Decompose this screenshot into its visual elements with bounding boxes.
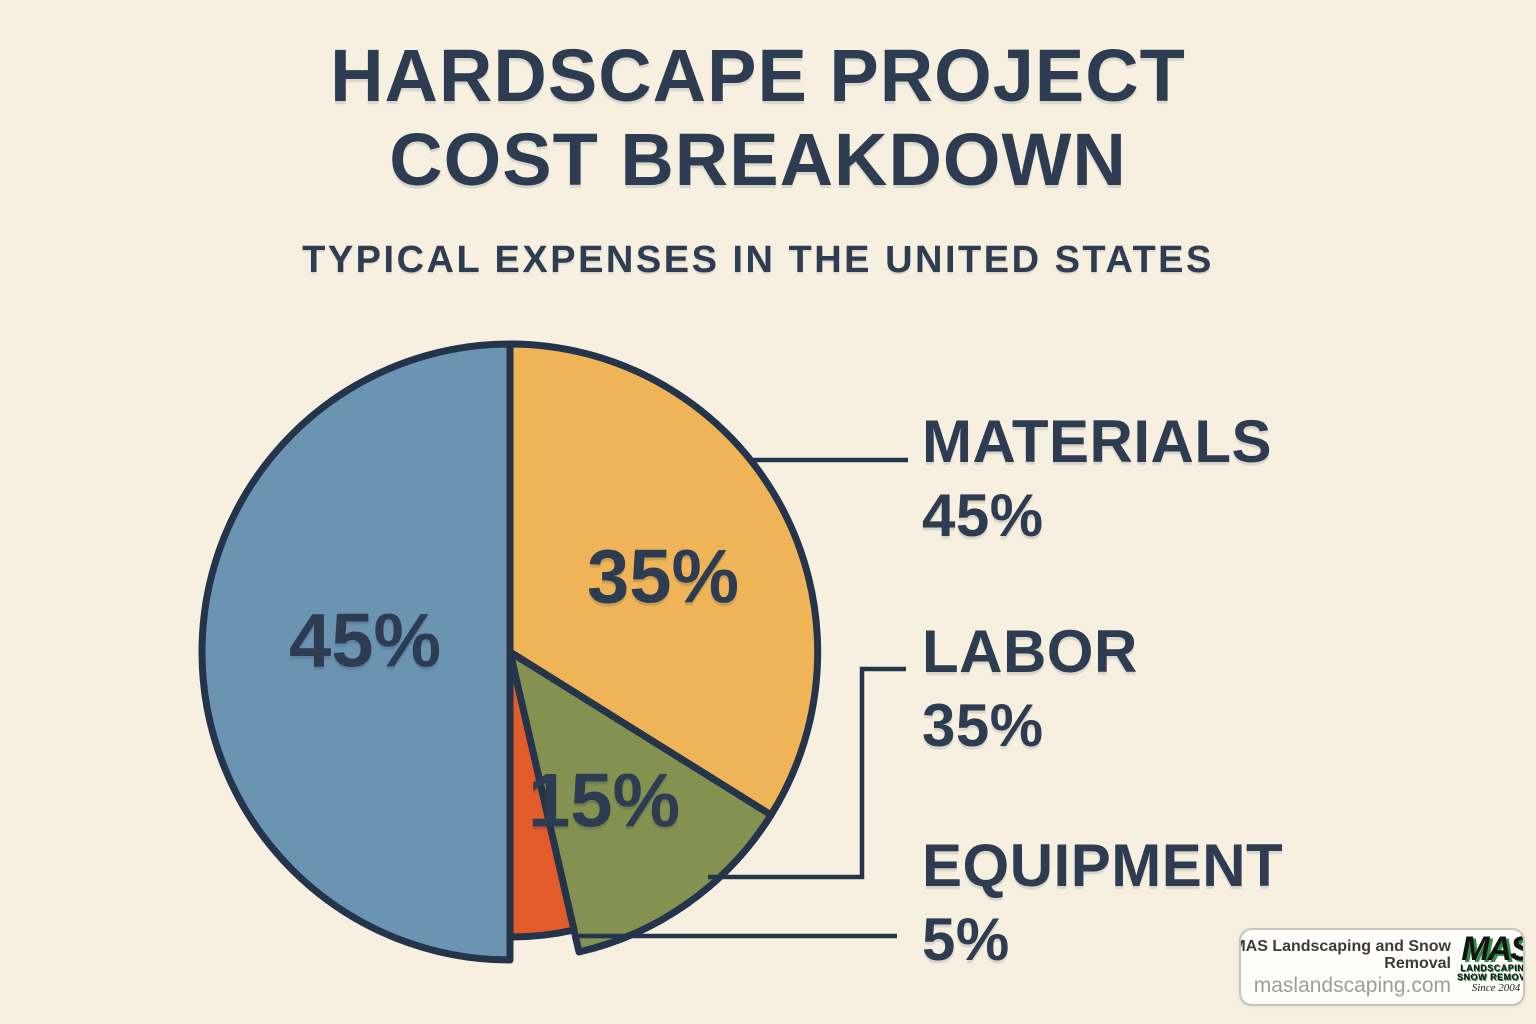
pie-slice-burnt-orange [506,648,578,941]
pie-label-blue-45: 45% [288,598,442,684]
watermark-card: MAS Landscaping and Snow Removal masland… [1239,928,1525,1006]
watermark-company-name: MAS Landscaping and Snow Removal [1239,937,1451,972]
pie-slice-slate-blue [198,340,514,964]
mas-logo-sub1: LANDSCAPING [1460,963,1525,973]
mas-logo-since: Since 2004 [1471,982,1521,994]
callout-equipment-value: 5% [922,906,1010,973]
page-title: HARDSCAPE PROJECT COST BREAKDOWN [0,34,1516,202]
callout-materials-value: 45% [922,482,1044,549]
callout-labor-label: LABOR [922,618,1138,685]
pie-label-amber-35: 35% [586,534,740,620]
watermark-text: MAS Landscaping and Snow Removal masland… [1239,937,1451,997]
watermark-company-line2: Removal [1384,954,1451,972]
pie-slice-olive [506,648,775,956]
callout-labor-value: 35% [922,692,1044,759]
callout-equipment-label: EQUIPMENT [922,832,1284,899]
mas-logo-sub2: SNOW REMOVAL [1457,972,1525,982]
callout-labor: LABOR 35% [922,615,1138,763]
callout-materials-label: MATERIALS [922,408,1273,475]
callout-equipment: EQUIPMENT 5% [922,829,1283,977]
mas-logo-wordmark: MAS [1461,934,1525,968]
pie-label-olive-15: 15% [527,758,681,844]
page-subtitle: TYPICAL EXPENSES IN THE UNITED STATES [302,239,1214,281]
watermark-company-line1: MAS Landscaping and Snow [1239,937,1451,955]
mas-logo: MAS LANDSCAPING SNOW REMOVAL Since 2004 [1457,934,1525,1000]
leader-line-labor [708,666,906,880]
title-line1: HARDSCAPE PROJECT [330,34,1186,117]
title-line2: COST BREAKDOWN [389,118,1127,201]
watermark-website: maslandscaping.com [1253,973,1451,997]
callout-materials: MATERIALS 45% [922,405,1272,553]
